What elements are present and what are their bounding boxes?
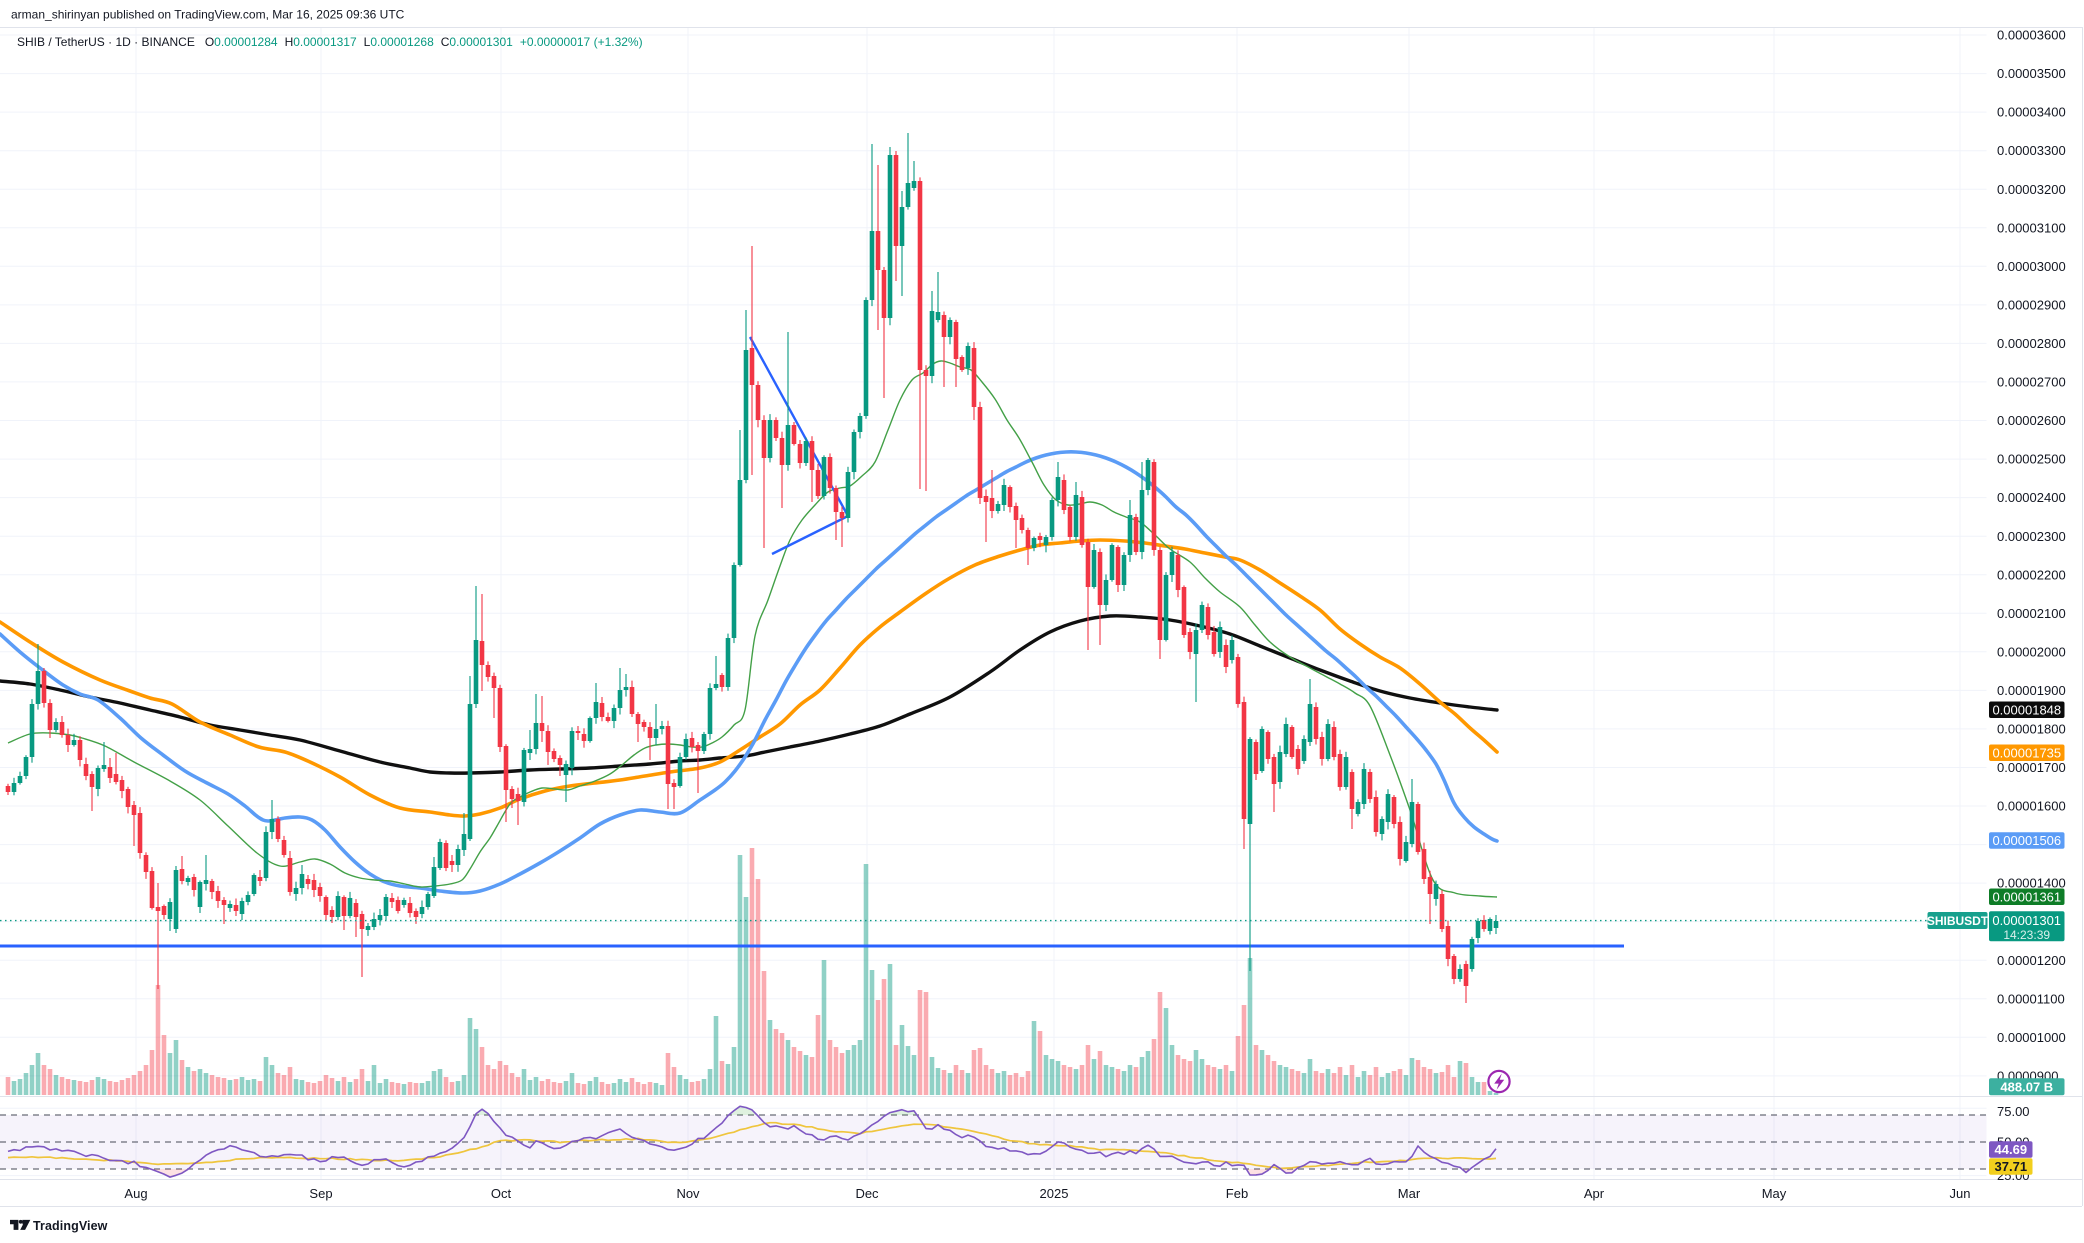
- svg-text:Dec: Dec: [855, 1186, 879, 1201]
- svg-text:0.00002300: 0.00002300: [1997, 529, 2066, 544]
- svg-text:14:23:39: 14:23:39: [2003, 928, 2050, 942]
- svg-text:Mar: Mar: [1398, 1186, 1421, 1201]
- svg-text:0.00002700: 0.00002700: [1997, 375, 2066, 390]
- svg-text:0.00003100: 0.00003100: [1997, 220, 2066, 235]
- svg-text:0.00002100: 0.00002100: [1997, 606, 2066, 621]
- svg-text:0.00001848: 0.00001848: [1992, 702, 2061, 717]
- svg-text:2025: 2025: [1040, 1186, 1069, 1201]
- svg-text:TradingView: TradingView: [33, 1219, 108, 1233]
- svg-text:Jun: Jun: [1950, 1186, 1971, 1201]
- svg-text:0.00002400: 0.00002400: [1997, 490, 2066, 505]
- svg-text:488.07 B: 488.07 B: [2000, 1079, 2053, 1094]
- svg-text:0.00003300: 0.00003300: [1997, 143, 2066, 158]
- svg-text:0.00003200: 0.00003200: [1997, 182, 2066, 197]
- svg-text:0.00001735: 0.00001735: [1992, 745, 2061, 760]
- svg-text:0.00001361: 0.00001361: [1992, 889, 2061, 904]
- svg-text:0.00002900: 0.00002900: [1997, 298, 2066, 313]
- svg-text:0.00001506: 0.00001506: [1992, 833, 2061, 848]
- svg-text:0.00002000: 0.00002000: [1997, 644, 2066, 659]
- svg-text:44.69: 44.69: [1995, 1142, 2028, 1157]
- svg-text:0.00001301: 0.00001301: [1992, 913, 2061, 928]
- svg-text:0.00003500: 0.00003500: [1997, 66, 2066, 81]
- svg-text:0.00001800: 0.00001800: [1997, 722, 2066, 737]
- svg-text:SHIBUSDT: SHIBUSDT: [1927, 914, 1989, 928]
- svg-text:37.71: 37.71: [1995, 1159, 2028, 1174]
- svg-text:0.00001400: 0.00001400: [1997, 876, 2066, 891]
- svg-text:75.00: 75.00: [1997, 1104, 2030, 1119]
- svg-text:Nov: Nov: [676, 1186, 700, 1201]
- svg-text:0.00003600: 0.00003600: [1997, 28, 2066, 43]
- svg-text:0.00002800: 0.00002800: [1997, 336, 2066, 351]
- svg-text:Apr: Apr: [1584, 1186, 1605, 1201]
- svg-text:0.00002600: 0.00002600: [1997, 413, 2066, 428]
- svg-text:Oct: Oct: [491, 1186, 512, 1201]
- svg-text:0.00003000: 0.00003000: [1997, 259, 2066, 274]
- svg-text:0.00002500: 0.00002500: [1997, 452, 2066, 467]
- svg-text:Sep: Sep: [309, 1186, 332, 1201]
- svg-text:SHIB / TetherUS · 1D · BINANCE: SHIB / TetherUS · 1D · BINANCE O0.0000128…: [17, 35, 643, 49]
- svg-text:0.00001900: 0.00001900: [1997, 683, 2066, 698]
- svg-text:0.00001000: 0.00001000: [1997, 1030, 2066, 1045]
- svg-text:0.00001700: 0.00001700: [1997, 760, 2066, 775]
- svg-text:0.00001200: 0.00001200: [1997, 953, 2066, 968]
- svg-text:Aug: Aug: [124, 1186, 147, 1201]
- svg-text:arman_shirinyan published on T: arman_shirinyan published on TradingView…: [11, 8, 405, 22]
- svg-text:0.00002200: 0.00002200: [1997, 567, 2066, 582]
- svg-text:0.00001100: 0.00001100: [1997, 991, 2065, 1006]
- svg-text:0.00001600: 0.00001600: [1997, 799, 2066, 814]
- svg-text:0.00003400: 0.00003400: [1997, 105, 2066, 120]
- svg-text:Feb: Feb: [1226, 1186, 1248, 1201]
- svg-text:May: May: [1762, 1186, 1787, 1201]
